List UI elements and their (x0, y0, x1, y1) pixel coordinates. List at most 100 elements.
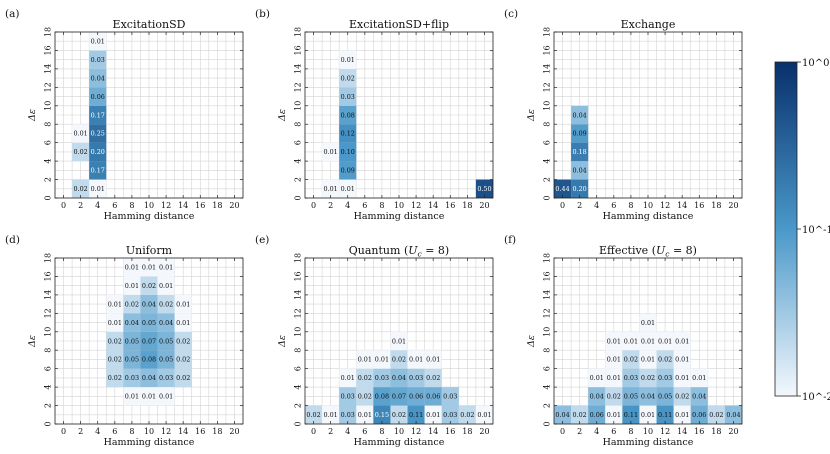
cell-value-label: 0.05 (125, 356, 139, 364)
heatmap-cell (157, 331, 175, 351)
heatmap-cell (339, 368, 357, 388)
cell-value-label: 0.01 (658, 337, 672, 345)
x-tick-label: 0 (311, 201, 316, 210)
panels: 0.02 0.010.170.02 0.200.01 0.250.170.060.04… (5, 8, 743, 448)
heatmap-cell (407, 350, 425, 369)
cell-value-label: 0.11 (624, 411, 638, 419)
x-axis-label: Hamming distance (354, 211, 445, 222)
cell-value-label: 0.15 (375, 411, 389, 419)
x-tick-label: 0 (61, 201, 66, 210)
heatmap-cell (605, 350, 623, 369)
heatmap-cell (89, 161, 107, 180)
cell-value-label: 0.01 (426, 356, 440, 364)
cell-value-label: 0.04 (590, 393, 604, 401)
y-tick-label: 6 (44, 140, 53, 145)
x-tick-label: 14 (677, 427, 687, 436)
x-tick-label: 12 (660, 427, 670, 436)
heatmap-cell (639, 405, 657, 424)
cell-value-label: 0.03 (91, 56, 105, 64)
y-tick-label: 2 (44, 177, 53, 182)
panel-a: 0.02 0.010.170.02 0.200.01 0.250.170.060.04… (5, 8, 244, 222)
y-tick-label: 10 (543, 101, 552, 111)
heatmap-cell (140, 276, 158, 295)
y-tick-label: 6 (294, 140, 303, 145)
x-tick-label: 2 (328, 201, 333, 210)
cell-value-label: 0.04 (573, 167, 587, 175)
cell-value-label: 0.02 (624, 356, 638, 364)
heatmap-cell (339, 124, 357, 143)
heatmap-cell (339, 161, 357, 180)
y-tick-label: 16 (543, 45, 552, 55)
cell-value-label: 0.01 (108, 300, 122, 308)
y-tick-label: 16 (294, 271, 303, 281)
heatmap-cell (373, 387, 391, 406)
cell-value-label: 0.04 (692, 393, 706, 401)
cell-value-label: 0.02 (74, 148, 88, 156)
cell-value-label: 0.01 (74, 130, 88, 138)
cell-value-label: 0.02 (358, 393, 372, 401)
y-tick-label: 2 (543, 177, 552, 182)
heatmap-cell (140, 387, 158, 406)
heatmap-cell (157, 294, 175, 314)
cell-value-label: 0.03 (409, 374, 423, 382)
y-axis-label: Δε (27, 109, 38, 122)
heatmap-cell (424, 387, 442, 406)
heatmap-cell (656, 331, 674, 351)
cell-value-label: 0.50 (477, 185, 491, 193)
heatmap-cell (622, 387, 640, 406)
cell-value-label: 0.01 (641, 356, 655, 364)
x-tick-label: 14 (428, 427, 438, 436)
heatmap-cell (424, 405, 442, 424)
x-tick-label: 10 (643, 201, 653, 210)
x-tick-label: 6 (611, 201, 616, 210)
cell-value-label: 0.03 (341, 393, 355, 401)
cell-value-label: 0.04 (142, 300, 156, 308)
heatmap-cell (157, 276, 175, 295)
y-tick-label: 18 (543, 27, 552, 37)
x-tick-label: 0 (311, 427, 316, 436)
y-tick-label: 8 (543, 122, 552, 127)
cell-value-label: 0.20 (573, 185, 587, 193)
heatmap-cell (622, 350, 640, 369)
heatmap-cell (174, 368, 192, 388)
cell-value-label: 0.01 (375, 356, 389, 364)
cell-value-label: 0.03 (375, 374, 389, 382)
x-tick-label: 6 (362, 201, 367, 210)
cell-value-label: 0.01 (607, 337, 621, 345)
cell-value-label: 0.05 (142, 319, 156, 327)
heatmap-cell (622, 331, 640, 351)
cell-value-label: 0.01 (91, 185, 105, 193)
y-tick-label: 12 (294, 82, 303, 92)
y-tick-label: 8 (543, 348, 552, 353)
heatmap-cell (72, 142, 90, 162)
x-tick-label: 10 (144, 201, 154, 210)
cell-value-label: 0.20 (91, 148, 105, 156)
cell-value-label: 0.03 (341, 411, 355, 419)
cell-value-label: 0.02 (125, 300, 139, 308)
x-axis-label: Hamming distance (603, 211, 694, 222)
cell-value-label: 0.02 (74, 185, 88, 193)
heatmap-cell (588, 387, 606, 406)
panel-title: ExcitationSD (113, 18, 186, 31)
x-tick-label: 6 (112, 427, 117, 436)
heatmap-cell (339, 387, 357, 406)
x-tick-label: 10 (394, 427, 404, 436)
heatmap-cell (89, 68, 107, 88)
heatmap-cell (656, 387, 674, 406)
cell-value-label: 0.01 (641, 337, 655, 345)
heatmap-cell (639, 350, 657, 369)
x-tick-label: 14 (178, 427, 188, 436)
heatmap-cell (356, 350, 374, 369)
cell-value-label: 0.02 (392, 411, 406, 419)
cell-value-label: 0.01 (641, 319, 655, 327)
y-tick-label: 4 (44, 385, 53, 390)
heatmap-cell (390, 350, 408, 369)
y-tick-label: 4 (294, 159, 303, 164)
heatmap-cell (339, 68, 357, 88)
x-tick-label: 4 (594, 427, 599, 436)
heatmap-cell (123, 294, 141, 314)
heatmap-cell (322, 142, 340, 162)
heatmap-cell (656, 368, 674, 388)
heatmap-cell (673, 368, 691, 388)
cell-value-label: 0.11 (409, 411, 423, 419)
